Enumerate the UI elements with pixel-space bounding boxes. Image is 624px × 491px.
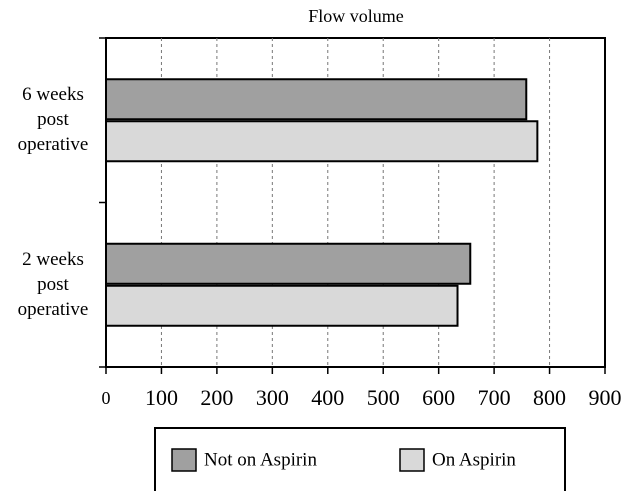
x-tick-label: 300 [256,385,289,410]
x-tick-label: 900 [589,385,622,410]
bar [105,78,528,121]
legend-swatch [171,448,197,472]
bar [105,284,459,327]
x-tick-label: 400 [311,385,344,410]
x-tick-label: 800 [533,385,566,410]
x-tick-label: 100 [145,385,178,410]
x-tick-label: 200 [200,385,233,410]
legend-box [154,427,566,491]
chart-title: Flow volume [308,6,404,26]
x-tick-label: 700 [478,385,511,410]
y-tick-label: 6 weeks post operative [17,84,89,156]
legend-swatch [399,448,425,472]
legend-label: On Aspirin [432,449,516,470]
bar [105,120,539,163]
x-tick-label: 600 [422,385,455,410]
legend-label: Not on Aspirin [204,449,317,470]
bar [105,242,472,285]
x-tick-label: 500 [367,385,400,410]
x-tick-label: 0 [102,388,111,408]
y-tick-label: 2 weeks post operative [17,248,89,320]
